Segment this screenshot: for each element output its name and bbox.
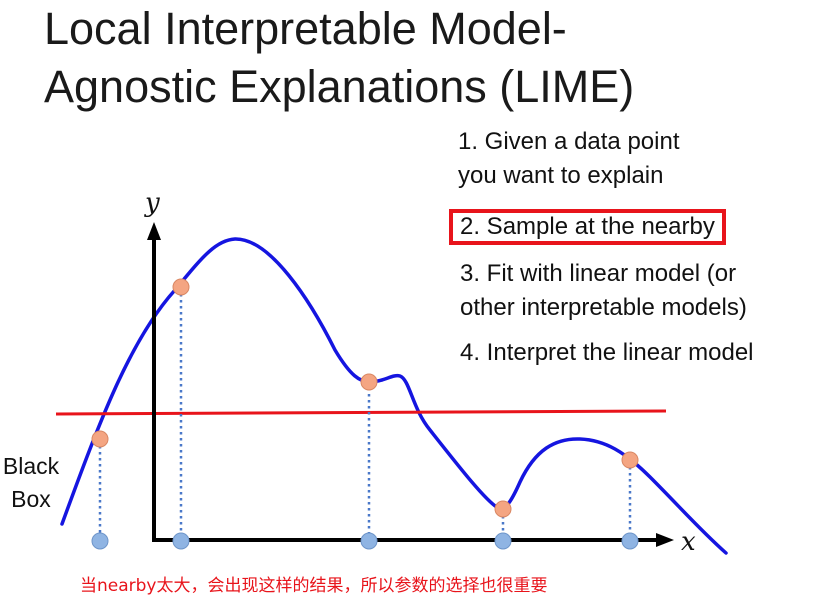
projected-point-3: [360, 532, 378, 550]
x-axis-label: x: [681, 527, 696, 557]
linear-fit-line: [55, 409, 667, 416]
annotation-note: 当nearby太大，会出现这样的结果，所以参数的选择也很重要: [80, 576, 548, 596]
y-axis-label: y: [144, 188, 160, 218]
step-4: 4. Interpret the linear model: [460, 336, 754, 370]
black-box-line-1: Black: [2, 453, 60, 479]
projected-point-2: [172, 532, 190, 550]
black-box-curve: [60, 237, 728, 555]
step-1: 1. Given a data point you want to explai…: [458, 125, 679, 193]
sample-point-5: [621, 451, 639, 469]
step-2-highlighted: 2. Sample at the nearby: [449, 209, 726, 245]
projected-point-5: [621, 532, 639, 550]
black-box-label: Black Box: [0, 450, 62, 516]
step-3-line-2: other interpretable models): [460, 294, 747, 321]
projected-points: [91, 532, 639, 550]
projected-point-4: [494, 532, 512, 550]
title-line-2: Agnostic Explanations (LIME): [44, 61, 635, 112]
black-box-line-2: Box: [11, 486, 51, 512]
sample-point-4: [494, 500, 512, 518]
sample-point-2: [172, 278, 190, 296]
step-4-line-1: 4. Interpret the linear model: [460, 339, 754, 366]
y-axis-arrowhead: [147, 222, 161, 240]
step-3-line-1: 3. Fit with linear model (or: [460, 260, 737, 287]
sample-point-1: [91, 430, 109, 448]
step-1-line-1: 1. Given a data point: [458, 128, 680, 155]
slide-title: Local Interpretable Model- Agnostic Expl…: [44, 0, 744, 116]
step-3: 3. Fit with linear model (or other inter…: [460, 257, 747, 325]
x-axis-arrowhead: [656, 533, 674, 547]
sample-points: [91, 278, 639, 518]
projected-point-1: [91, 532, 109, 550]
title-line-1: Local Interpretable Model-: [44, 3, 567, 54]
sample-point-3: [360, 373, 378, 391]
step-2-line-1: 2. Sample at the nearby: [460, 213, 715, 240]
step-1-line-2: you want to explain: [458, 162, 664, 189]
